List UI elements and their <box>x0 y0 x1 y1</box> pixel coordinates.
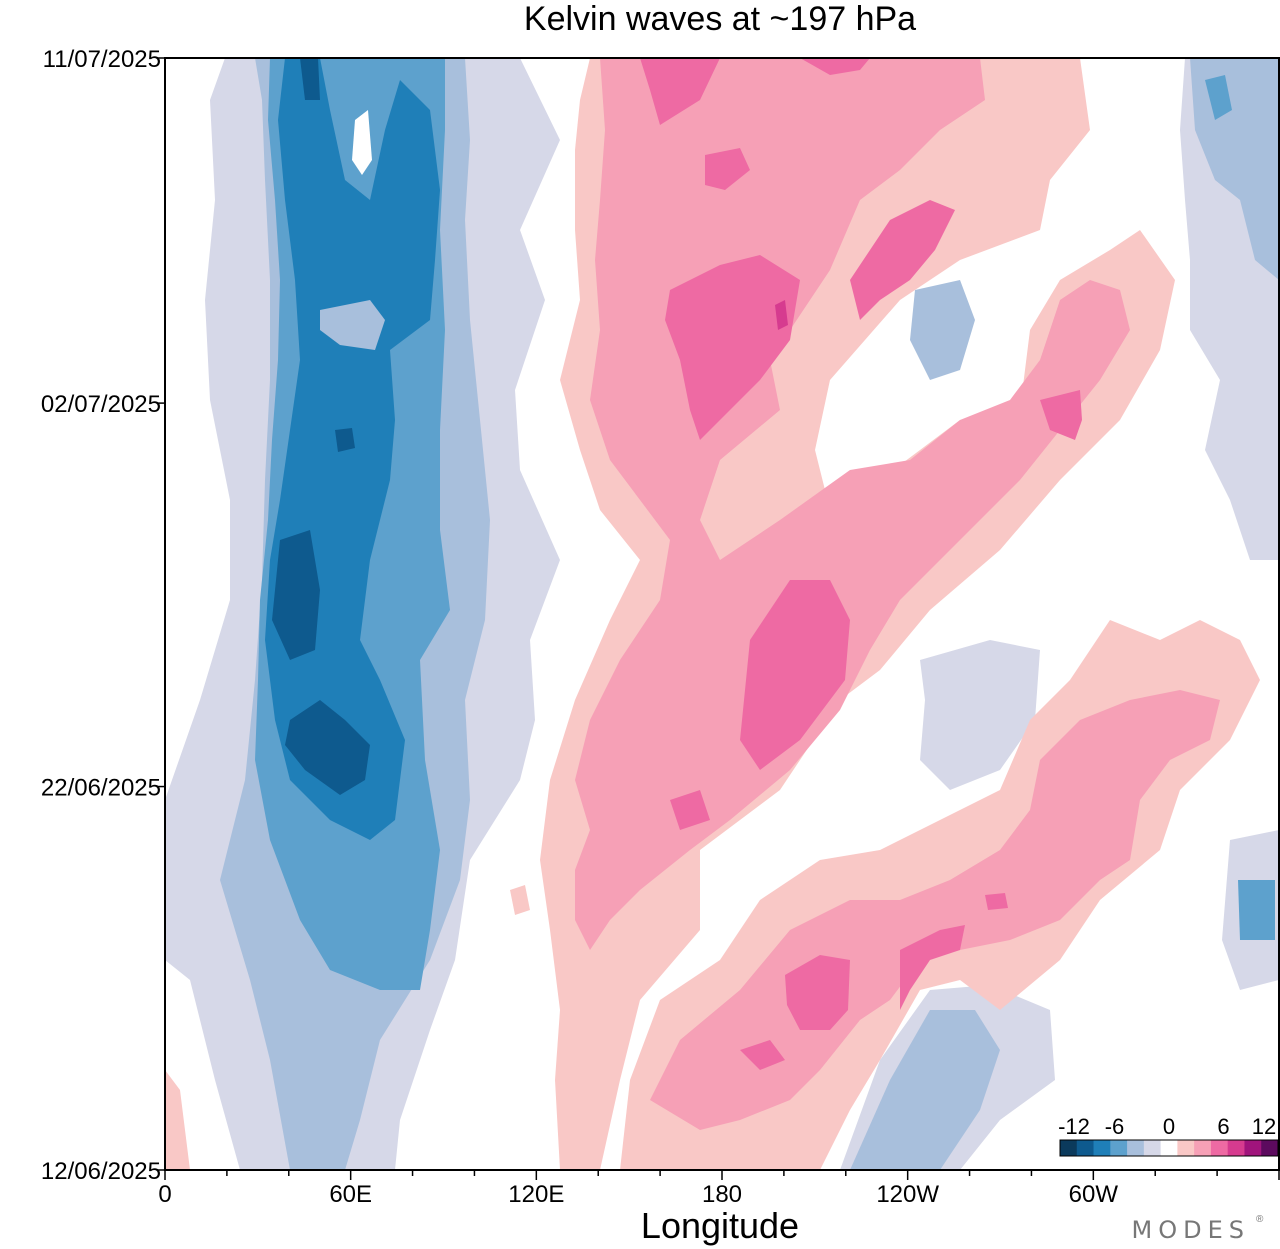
y-tick-label: 22/06/2025 <box>41 775 161 802</box>
colorbar: -12 -6 0 6 12 <box>1058 1114 1279 1157</box>
contour-neg-10 <box>272 530 320 660</box>
colorbar-swatch <box>1210 1140 1229 1156</box>
contour-neg-mid <box>920 640 1040 790</box>
y-tick-label: 12/06/2025 <box>41 1158 161 1185</box>
colorbar-swatch <box>1194 1140 1212 1156</box>
contour-neg-10c <box>300 58 320 100</box>
contour-pos-6f <box>1040 390 1082 440</box>
colorbar-label: 12 <box>1252 1114 1276 1139</box>
contour-neg-bottom2 <box>850 1010 1000 1170</box>
colorbar-swatch <box>1143 1140 1162 1156</box>
contour-pos-west <box>165 1070 190 1170</box>
y-tick-label: 02/07/2025 <box>41 391 161 418</box>
contour-pos-6e <box>800 58 870 75</box>
colorbar-swatch <box>1261 1140 1279 1156</box>
colorbar-swatch <box>1160 1140 1178 1156</box>
colorbar-label: 0 <box>1163 1114 1175 1139</box>
contour-neg-hole2 <box>320 300 385 350</box>
contour-pos-b6c <box>740 1040 785 1070</box>
contour-neg-mid2 <box>910 280 975 380</box>
chart-title: Kelvin waves at ~197 hPa <box>524 0 916 38</box>
contour-pos-6 <box>640 58 720 125</box>
contour-pos-6h <box>670 790 710 830</box>
colorbar-swatch <box>1127 1140 1145 1156</box>
x-tick-label: 0 <box>158 1181 171 1208</box>
colorbar-swatch <box>1177 1140 1195 1156</box>
colorbar-label: -6 <box>1105 1114 1125 1139</box>
colorbar-label: 6 <box>1217 1114 1229 1139</box>
x-axis-title: Longitude <box>641 1205 799 1246</box>
contour-pos-6g <box>705 148 750 190</box>
contour-pos-sw <box>510 885 530 915</box>
brand-registered-mark: ® <box>1256 1214 1264 1225</box>
contour-pos-8 <box>775 300 788 330</box>
contour-neg-10d <box>335 428 355 452</box>
contour-pos-6c <box>850 200 955 320</box>
colorbar-swatch <box>1110 1140 1128 1156</box>
contour-pos-b6d <box>985 893 1008 910</box>
colorbar-swatch <box>1227 1140 1245 1156</box>
brand-logo: MODES <box>1132 1216 1250 1244</box>
contour-pos-b6b <box>900 925 965 1010</box>
contour-neg-hole <box>352 110 372 175</box>
x-tick-label: 120W <box>876 1181 939 1208</box>
x-axis: 0 60E 120E 180 120W 60W <box>158 1170 1280 1208</box>
contour-field <box>165 58 1279 1170</box>
contour-pos-b6 <box>785 955 850 1030</box>
contour-pos-6b <box>665 255 800 440</box>
contour-neg-10b <box>285 700 370 795</box>
contour-neg-east3 <box>1205 75 1232 120</box>
x-tick-label: 60W <box>1069 1181 1119 1208</box>
colorbar-swatch <box>1093 1140 1111 1156</box>
colorbar-label: -12 <box>1058 1114 1090 1139</box>
y-axis: 12/06/2025 22/06/2025 02/07/2025 11/07/2025 <box>41 46 165 1185</box>
colorbar-frame <box>1059 1139 1279 1157</box>
x-tick-label: 180 <box>702 1181 742 1208</box>
colorbar-swatch <box>1060 1140 1078 1156</box>
contour-pos-b4 <box>650 690 1220 1130</box>
colorbar-swatch <box>1244 1140 1262 1156</box>
y-tick-label: 11/07/2025 <box>43 46 161 73</box>
contour-neg-east2 <box>1190 58 1279 280</box>
contour-neg-se2 <box>1238 880 1275 940</box>
colorbar-swatch <box>1076 1140 1095 1156</box>
x-tick-label: 60E <box>329 1181 372 1208</box>
contour-pos-6d <box>740 580 850 770</box>
x-tick-label: 120E <box>508 1181 564 1208</box>
